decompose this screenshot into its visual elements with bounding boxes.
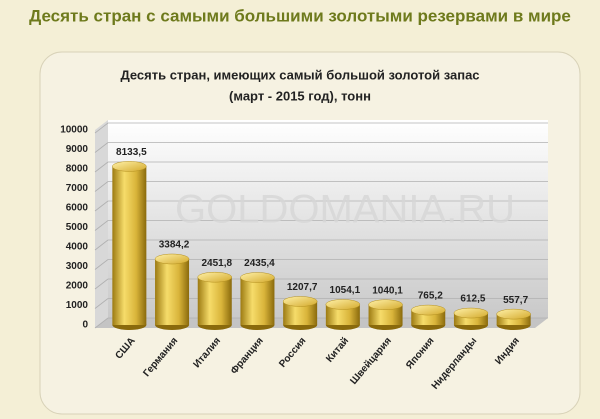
bar-top — [411, 304, 446, 316]
bar — [283, 301, 318, 325]
bar-top — [325, 299, 361, 310]
grid-line-side — [94, 200, 109, 212]
value-label: 1207,7 — [287, 282, 318, 293]
y-tick-label: 0 — [82, 320, 88, 331]
grid-line-side — [94, 161, 109, 173]
bar — [112, 166, 147, 325]
grid-line-side — [94, 259, 109, 270]
grid-line-side — [94, 181, 109, 192]
grid-line-side — [94, 122, 109, 134]
side-wall — [95, 120, 108, 328]
chart-subtitle: (март - 2015 год), тонн — [229, 88, 371, 103]
grid-line-side — [94, 239, 109, 251]
value-label: 612,5 — [460, 294, 485, 305]
bar — [325, 304, 360, 325]
grid-line-side — [94, 278, 109, 290]
y-tick-label: 1000 — [66, 300, 89, 311]
y-tick-label: 3000 — [66, 261, 89, 272]
bar-top — [453, 307, 489, 319]
y-tick-label: 5000 — [66, 222, 89, 233]
page-title: Десять стран с самыми большими золотыми … — [29, 6, 571, 25]
value-label: 8133,5 — [116, 147, 147, 158]
chart-title: Десять стран, имеющих самый большой золо… — [120, 67, 479, 82]
bar-top — [197, 271, 232, 283]
watermark: GOLDOMANIA.RU — [175, 188, 515, 232]
bar — [240, 277, 275, 325]
bar-top — [282, 296, 318, 307]
y-tick-label: 2000 — [66, 281, 89, 292]
grid-line-side — [94, 317, 109, 329]
value-label: 1054,1 — [330, 285, 361, 296]
bar — [155, 259, 190, 325]
grid-line-side — [94, 220, 109, 231]
y-tick-label: 8000 — [66, 164, 89, 175]
bar — [453, 313, 488, 325]
y-tick-label: 9000 — [66, 144, 89, 155]
grid-line-side — [94, 142, 109, 153]
bar-top — [112, 161, 147, 172]
bar — [368, 304, 403, 325]
y-tick-label: 6000 — [66, 203, 89, 214]
bar-top — [496, 308, 531, 320]
grid-line-side — [94, 298, 109, 309]
value-label: 2435,4 — [244, 258, 275, 269]
bar-top — [368, 299, 403, 310]
value-label: 3384,2 — [159, 240, 190, 251]
y-tick-label: 7000 — [66, 183, 89, 194]
value-label: 2451,8 — [201, 258, 232, 269]
bar-top — [154, 253, 190, 265]
y-tick-label: 4000 — [66, 242, 89, 253]
value-label: 1040,1 — [372, 285, 403, 296]
value-label: 557,7 — [503, 295, 528, 306]
bar-top — [240, 272, 275, 283]
value-label: 765,2 — [418, 291, 443, 302]
bar — [496, 314, 531, 325]
bar — [197, 277, 232, 325]
y-tick-label: 10000 — [60, 125, 88, 136]
